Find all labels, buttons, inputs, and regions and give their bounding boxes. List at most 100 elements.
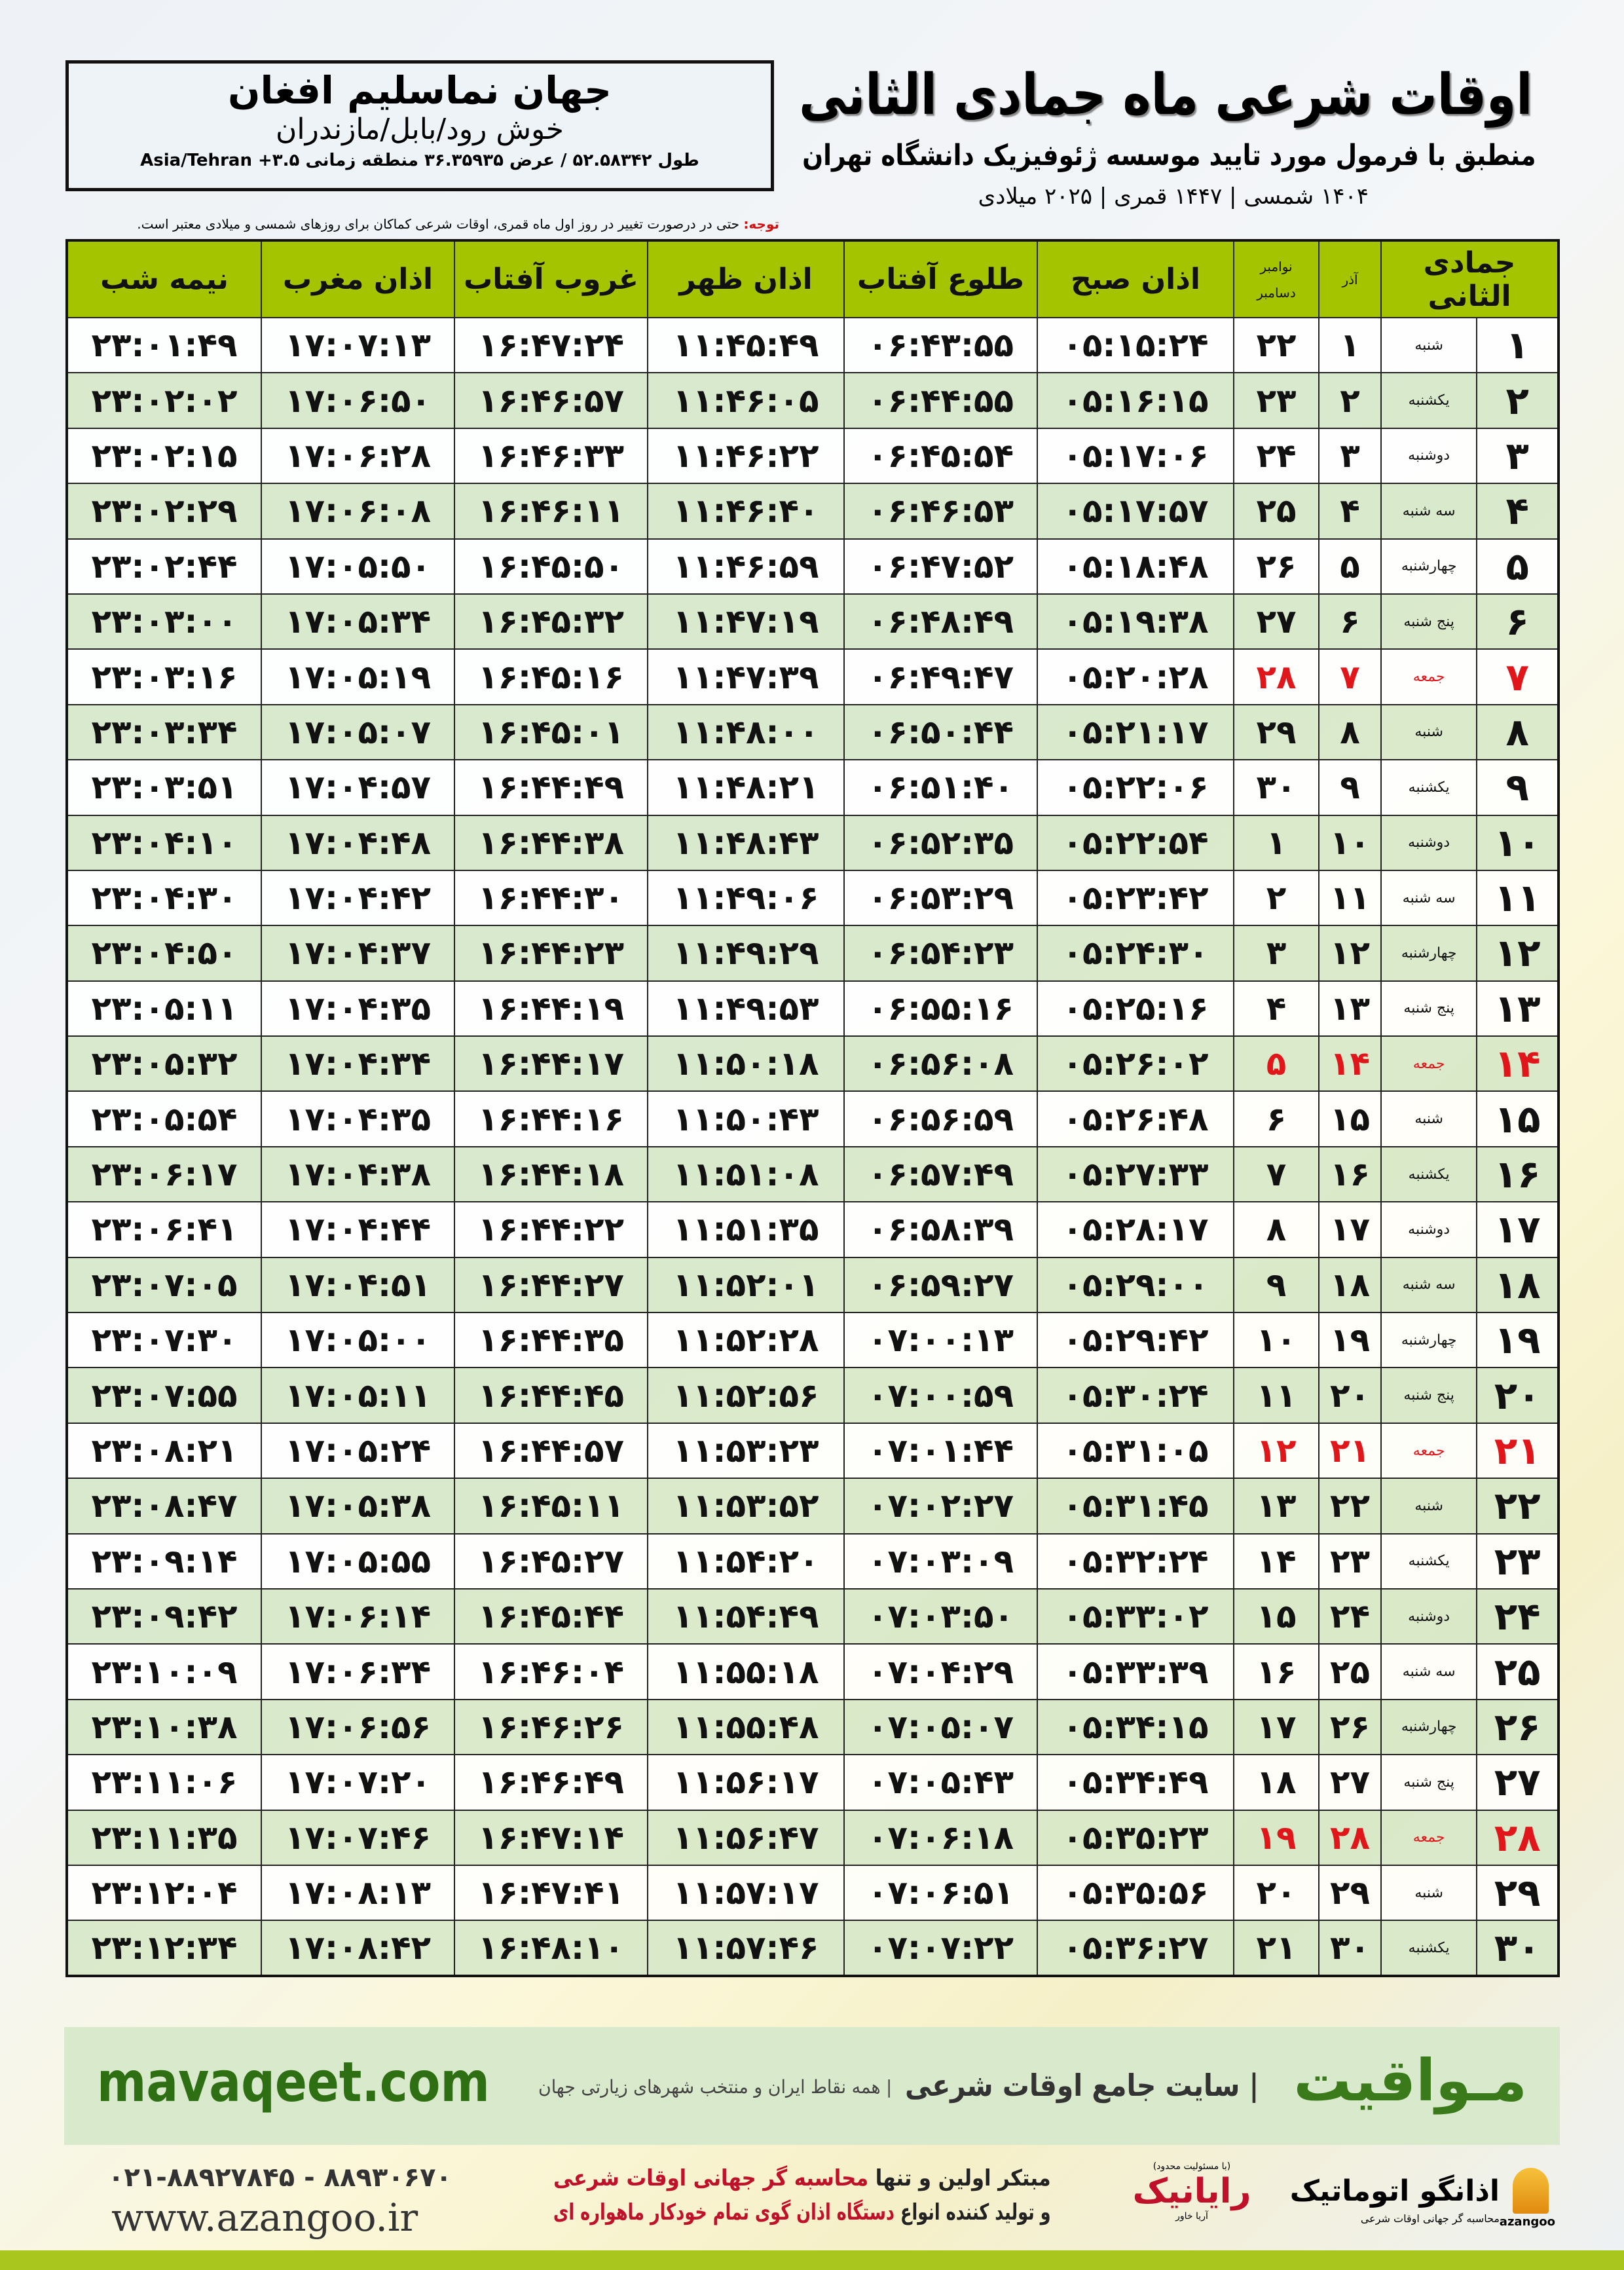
gregorian-day: ۲۱ [1233, 1920, 1320, 1977]
note-label: توجه: [743, 216, 779, 232]
sunset-time: ۱۶:۴۴:۲۳ [454, 925, 648, 982]
sunset-time: ۱۶:۴۴:۳۰ [454, 869, 648, 927]
day-number: ۱۵ [1476, 1090, 1559, 1147]
maghrib-time: ۱۷:۰۵:۵۰ [261, 538, 455, 595]
gregorian-day: ۲۶ [1233, 538, 1320, 595]
maghrib-time: ۱۷:۰۶:۰۸ [261, 483, 455, 540]
day-number: ۲۰ [1476, 1367, 1559, 1424]
table-row: ۲۷ پنج شنبه ۲۷ ۱۸ ۰۵:۳۴:۴۹ ۰۷:۰۵:۴۳ ۱۱:۵۶:۱۷ ۱۶… [66, 1754, 1559, 1811]
table-row: ۱۸ سه شنبه ۱۸ ۹ ۰۵:۲۹:۰۰ ۰۶:۵۹:۲۷ ۱۱:۵۲:۰۱ ۱۶:۴… [66, 1256, 1559, 1314]
maghrib-time: ۱۷:۰۷:۱۳ [261, 316, 455, 374]
weekday: سه شنبه [1380, 1256, 1478, 1314]
sunrise-time: ۰۶:۴۷:۵۲ [843, 538, 1038, 595]
mosque-dome-icon [1513, 2168, 1549, 2214]
table-row: ۱۷ دوشنبه ۱۷ ۸ ۰۵:۲۸:۱۷ ۰۶:۵۸:۳۹ ۱۱:۵۱:۳۵ ۱۶:۴۴… [66, 1201, 1559, 1258]
day-number: ۱۰ [1476, 814, 1559, 871]
weekday: سه شنبه [1380, 1643, 1478, 1700]
logo2-name: رایانیک [1132, 2172, 1251, 2211]
gregorian-day: ۳ [1233, 925, 1320, 982]
day-number: ۳۰ [1476, 1920, 1559, 1977]
maghrib-time: ۱۷:۰۶:۵۶ [261, 1698, 455, 1756]
table-row: ۲۶ چهارشنبه ۲۶ ۱۷ ۰۵:۳۴:۱۵ ۰۷:۰۵:۰۷ ۱۱:۵۵:۴۸ ۱۶… [66, 1698, 1559, 1756]
azangoo-url-link[interactable]: www.azangoo.ir [111, 2195, 418, 2240]
bottom-bar [0, 2250, 1624, 2270]
weekday: دوشنبه [1380, 814, 1478, 871]
weekday: سه شنبه [1380, 869, 1478, 927]
azar-day: ۲۲ [1318, 1478, 1382, 1535]
dhuhr-time: ۱۱:۴۶:۵۹ [647, 538, 845, 595]
sunrise-time: ۰۷:۰۶:۱۸ [843, 1809, 1038, 1866]
gregorian-day: ۱۸ [1233, 1754, 1320, 1811]
fajr-time: ۰۵:۳۶:۲۷ [1037, 1920, 1234, 1977]
weekday: شنبه [1380, 703, 1478, 761]
header-azar: آذر [1318, 240, 1382, 318]
sunset-time: ۱۶:۴۴:۱۷ [454, 1035, 648, 1092]
midnight-time: ۲۳:۰۲:۱۵ [66, 427, 262, 485]
azar-day: ۲۷ [1318, 1754, 1382, 1811]
location-coords: طول ۵۲.۵۸۳۴۲ / عرض ۳۶.۳۵۹۳۵ منطقه زمانی … [140, 151, 699, 170]
midnight-time: ۲۳:۰۳:۱۶ [66, 648, 262, 705]
gregorian-day: ۲۸ [1233, 648, 1320, 705]
dhuhr-time: ۱۱:۴۷:۱۹ [647, 593, 845, 650]
day-number: ۲۷ [1476, 1754, 1559, 1811]
sunset-time: ۱۶:۴۴:۱۸ [454, 1145, 648, 1203]
azar-day: ۱۴ [1318, 1035, 1382, 1092]
promo-line2-a: و تولید کننده انواع [895, 2199, 1051, 2225]
azar-day: ۲۳ [1318, 1533, 1382, 1590]
table-row: ۹ یکشنبه ۹ ۳۰ ۰۵:۲۲:۰۶ ۰۶:۵۱:۴۰ ۱۱:۴۸:۲۱ ۱۶:۴۴:… [66, 759, 1559, 816]
sunrise-time: ۰۶:۵۳:۲۹ [843, 869, 1038, 927]
site-url-link[interactable]: mavaqeet.com [97, 2050, 490, 2114]
weekday: جمعه [1380, 1035, 1478, 1092]
banner-tagline: | سایت جامع اوقات شرعی [904, 2068, 1259, 2103]
weekday: پنج شنبه [1380, 593, 1478, 650]
fajr-time: ۰۵:۳۵:۲۳ [1037, 1809, 1234, 1866]
note: توجه: حتی در درصورت تغییر در روز اول ماه… [65, 216, 779, 234]
table-header-row: جمادی الثانی آذر نوامبر دسامبر اذان صبح ط… [66, 240, 1559, 318]
dhuhr-time: ۱۱:۵۱:۰۸ [647, 1145, 845, 1203]
mavaqeet-banner: مـواقیت | سایت جامع اوقات شرعی | همه نقا… [64, 2027, 1560, 2145]
midnight-time: ۲۳:۱۱:۳۵ [66, 1809, 262, 1866]
sunrise-time: ۰۶:۵۶:۰۸ [843, 1035, 1038, 1092]
azar-day: ۱۱ [1318, 869, 1382, 927]
azar-day: ۵ [1318, 538, 1382, 595]
fajr-time: ۰۵:۲۷:۳۳ [1037, 1145, 1234, 1203]
table-row: ۱ شنبه ۱ ۲۲ ۰۵:۱۵:۲۴ ۰۶:۴۳:۵۵ ۱۱:۴۵:۴۹ ۱۶:۴۷:۲۴… [66, 316, 1559, 374]
weekday: جمعه [1380, 1422, 1478, 1479]
weekday: جمعه [1380, 648, 1478, 705]
table-row: ۱۹ چهارشنبه ۱۹ ۱۰ ۰۵:۲۹:۴۲ ۰۷:۰۰:۱۳ ۱۱:۵۲:۲۸ ۱۶… [66, 1312, 1559, 1369]
fajr-time: ۰۵:۳۲:۲۴ [1037, 1533, 1234, 1590]
page-title: اوقات شرعی ماه جمادی الثانی [798, 62, 1532, 128]
sunset-time: ۱۶:۴۴:۲۷ [454, 1256, 648, 1314]
phone-numbers: ۰۲۱-۸۸۹۲۷۸۴۵ - ۸۸۹۳۰۶۷۰ [108, 2163, 452, 2193]
day-number: ۱۲ [1476, 925, 1559, 982]
azar-day: ۲۹ [1318, 1864, 1382, 1922]
day-number: ۲۱ [1476, 1422, 1559, 1479]
midnight-time: ۲۳:۰۶:۱۷ [66, 1145, 262, 1203]
logo1-sub: محاسبه گر جهانی اوقات شرعی [1360, 2212, 1500, 2225]
maghrib-time: ۱۷:۰۷:۴۶ [261, 1809, 455, 1866]
azar-day: ۶ [1318, 593, 1382, 650]
midnight-time: ۲۳:۰۸:۴۷ [66, 1478, 262, 1535]
maghrib-time: ۱۷:۰۵:۰۰ [261, 1312, 455, 1369]
day-number: ۹ [1476, 759, 1559, 816]
banner-subtext: | همه نقاط ایران و منتخب شهرهای زیارتی ج… [538, 2076, 892, 2098]
weekday: دوشنبه [1380, 427, 1478, 485]
azar-day: ۱۰ [1318, 814, 1382, 871]
sunset-time: ۱۶:۴۵:۴۴ [454, 1588, 648, 1645]
azar-day: ۲۰ [1318, 1367, 1382, 1424]
azar-day: ۴ [1318, 483, 1382, 540]
sunrise-time: ۰۶:۴۹:۴۷ [843, 648, 1038, 705]
table-row: ۱۱ سه شنبه ۱۱ ۲ ۰۵:۲۳:۴۲ ۰۶:۵۳:۲۹ ۱۱:۴۹:۰۶ ۱۶:۴… [66, 869, 1559, 927]
azar-day: ۲۸ [1318, 1809, 1382, 1866]
dhuhr-time: ۱۱:۵۶:۴۷ [647, 1809, 845, 1866]
weekday: یکشنبه [1380, 759, 1478, 816]
gregorian-day: ۲۹ [1233, 703, 1320, 761]
midnight-time: ۲۳:۰۵:۳۲ [66, 1035, 262, 1092]
azar-day: ۳۰ [1318, 1920, 1382, 1977]
dhuhr-time: ۱۱:۵۳:۵۲ [647, 1478, 845, 1535]
table-row: ۴ سه شنبه ۴ ۲۵ ۰۵:۱۷:۵۷ ۰۶:۴۶:۵۳ ۱۱:۴۶:۴۰ ۱۶:۴۶… [66, 483, 1559, 540]
page-subtitle: منطبق با فرمول مورد تایید موسسه ژئوفیزیک… [802, 139, 1536, 172]
weekday: پنج شنبه [1380, 1754, 1478, 1811]
gregorian-day: ۲ [1233, 869, 1320, 927]
header-sunset: غروب آفتاب [454, 240, 648, 318]
